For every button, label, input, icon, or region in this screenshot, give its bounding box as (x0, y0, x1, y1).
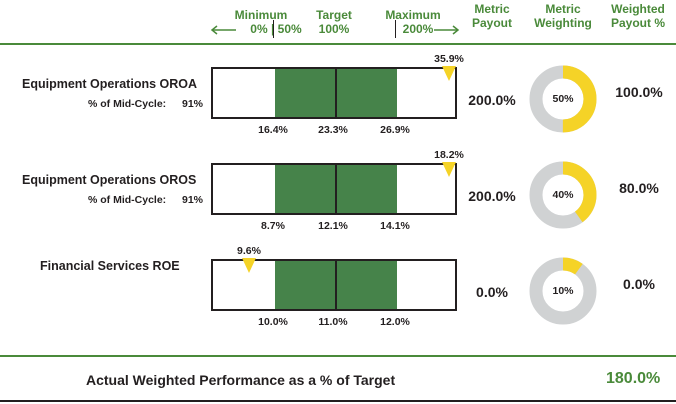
actual-marker-icon (442, 66, 456, 81)
weighting-donut: 40% (526, 158, 600, 232)
metric-name: Equipment Operations OROS (22, 173, 197, 187)
footer-divider-bottom (0, 400, 676, 402)
header-metric-payout-line2: Payout (471, 16, 512, 30)
metric-sublabel-value: 91% (182, 194, 204, 206)
tick-label: 8.7% (261, 220, 285, 232)
scale-divider-maximum (395, 20, 396, 38)
actual-value-label: 35.9% (434, 53, 464, 65)
weighting-label: 10% (552, 285, 574, 297)
header-target: Target (316, 8, 352, 22)
tick-label: 14.1% (380, 220, 410, 232)
header-weighted-payout-line2: Payout % (610, 16, 665, 30)
metric-sublabel-value: 91% (182, 98, 204, 110)
donut-fill (529, 257, 597, 325)
header-metric-weighting: Metric Weighting (528, 2, 598, 30)
metric-bar (211, 259, 457, 311)
donut-chart (529, 257, 597, 325)
header-metric-payout-line1: Metric (474, 2, 510, 16)
weighting-label: 40% (552, 189, 574, 201)
actual-value-label: 9.6% (237, 245, 261, 257)
tick-label: 12.0% (380, 316, 410, 328)
header-metric-payout: Metric Payout (460, 2, 524, 30)
header-maximum-scale: 200% (402, 22, 434, 36)
donut-fill (529, 161, 597, 229)
actual-value-label: 18.2% (434, 149, 464, 161)
weighted-payout: 80.0% (619, 180, 659, 196)
header-minimum-label: Minimum (234, 8, 288, 22)
metric-payout: 0.0% (476, 284, 508, 300)
header-divider (0, 43, 676, 45)
metric-payout: 200.0% (468, 188, 516, 204)
left-arrow-icon (210, 25, 236, 35)
metric-sublabel: % of Mid-Cycle: (88, 98, 167, 110)
footer-label: Actual Weighted Performance as a % of Ta… (86, 372, 396, 388)
actual-marker-icon (242, 258, 256, 273)
tick-label: 23.3% (318, 124, 348, 136)
metric-bar (211, 67, 457, 119)
donut-chart (529, 161, 597, 229)
donut-fill (529, 65, 597, 133)
metric-sublabel: % of Mid-Cycle: (88, 194, 167, 206)
target-line (335, 69, 337, 117)
header-maximum: Maximum (385, 8, 441, 22)
target-line (335, 165, 337, 213)
header-metric-weighting-line2: Weighting (534, 16, 592, 30)
weighted-payout: 0.0% (623, 276, 655, 292)
header-weighted-payout: Weighted Payout % (604, 2, 672, 30)
metric-name: Financial Services ROE (40, 259, 180, 273)
tick-label: 11.0% (318, 316, 348, 328)
weighted-payout: 100.0% (615, 84, 663, 100)
header-minimum-scale: 0% | 50% (250, 22, 302, 36)
metric-payout: 200.0% (468, 92, 516, 108)
footer-divider-top (0, 355, 676, 357)
tick-label: 12.1% (318, 220, 348, 232)
weighting-donut: 10% (526, 254, 600, 328)
header-target-scale: 100% (318, 22, 350, 36)
scale-divider-minimum (273, 20, 274, 38)
metric-name: Equipment Operations OROA (22, 77, 198, 91)
metric-bar (211, 163, 457, 215)
right-arrow-icon (434, 25, 460, 35)
actual-marker-icon (442, 162, 456, 177)
header-weighted-payout-line1: Weighted (611, 2, 665, 16)
footer-value: 180.0% (606, 370, 661, 387)
donut-chart (529, 65, 597, 133)
tick-label: 16.4% (258, 124, 288, 136)
weighting-label: 50% (552, 93, 574, 105)
weighting-donut: 50% (526, 62, 600, 136)
target-line (335, 261, 337, 309)
header-minimum: Minimum (226, 8, 296, 22)
tick-label: 10.0% (258, 316, 288, 328)
tick-label: 26.9% (380, 124, 410, 136)
header-metric-weighting-line1: Metric (545, 2, 581, 16)
